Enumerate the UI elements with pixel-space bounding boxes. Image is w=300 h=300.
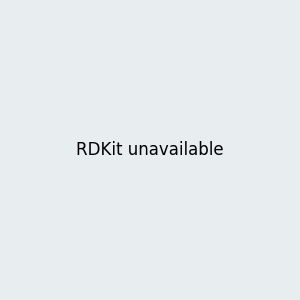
Text: RDKit unavailable: RDKit unavailable	[76, 141, 224, 159]
